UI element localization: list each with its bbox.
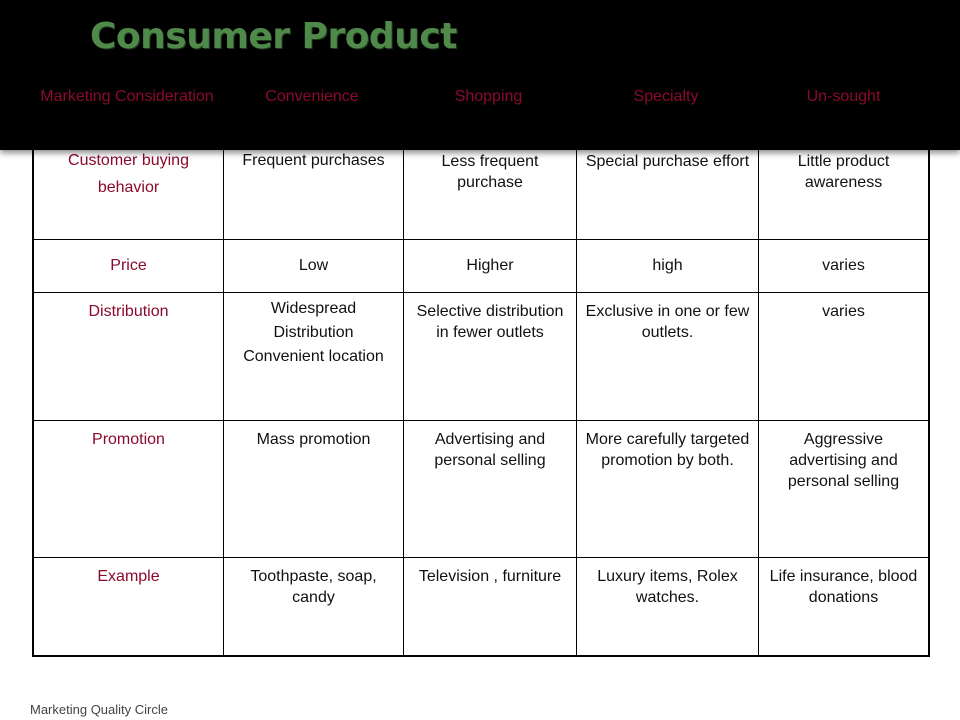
table-cell: Life insurance, blood donations xyxy=(769,568,918,606)
table-cell: Special purchase effort xyxy=(577,143,759,239)
table-cell: Selective distribution in fewer outlets xyxy=(404,293,577,420)
table-cell: Toothpaste, soap, candy xyxy=(224,558,404,655)
column-header-specialty: Specialty xyxy=(633,88,699,105)
row-label-price: Price xyxy=(34,240,224,292)
table-row: Example Toothpaste, soap, candy Televisi… xyxy=(34,558,928,655)
table-cell: varies xyxy=(822,303,865,320)
table-cell: Television , furniture xyxy=(404,558,577,655)
table-cell: Luxury items, Rolex watches. xyxy=(577,558,759,655)
page-title: Consumer Product xyxy=(90,16,457,57)
table-cell: Advertising and personal selling xyxy=(404,421,577,557)
column-header-shopping: Shopping xyxy=(454,88,523,105)
table-cell: Little product awareness xyxy=(797,153,890,191)
row-label-example: Example xyxy=(34,558,224,655)
table-row: Distribution Widespread Distribution Con… xyxy=(34,293,928,421)
table-cell: Widespread Distribution Convenient locat… xyxy=(224,293,404,420)
table-cell: Exclusive in one or few outlets. xyxy=(577,293,759,420)
table-cell: Low xyxy=(224,240,404,292)
table-cell: varies xyxy=(822,257,865,274)
row-label-customer-buying-behavior: Customer buying behavior xyxy=(34,143,224,239)
table-row: Customer buying behavior Frequent purcha… xyxy=(34,143,928,240)
table-cell: More carefully targeted promotion by bot… xyxy=(577,421,759,557)
table-cell: high xyxy=(577,240,759,292)
row-label-distribution: Distribution xyxy=(34,293,224,420)
column-header-marketing-consideration: Marketing Consideration xyxy=(40,88,214,105)
table-cell: Frequent purchases xyxy=(224,143,404,239)
table-cell: Aggressive advertising and personal sell… xyxy=(787,431,900,490)
row-label-promotion: Promotion xyxy=(34,421,224,557)
table-cell: Mass promotion xyxy=(224,421,404,557)
table-row: Price Low Higher high varies xyxy=(34,240,928,293)
column-header-un-sought: Un-sought xyxy=(806,88,881,105)
slide-footer: Marketing Quality Circle xyxy=(30,702,168,717)
slide-header: Consumer Product Marketing Consideration… xyxy=(0,0,960,150)
table-row: Promotion Mass promotion Advertising and… xyxy=(34,421,928,558)
table-cell: Higher xyxy=(404,240,577,292)
table-header-row: Marketing Consideration Convenience Shop… xyxy=(32,86,930,136)
table-cell: Less frequent purchase xyxy=(404,143,577,239)
comparison-table: Customer buying behavior Frequent purcha… xyxy=(32,143,930,657)
column-header-convenience: Convenience xyxy=(265,88,359,105)
